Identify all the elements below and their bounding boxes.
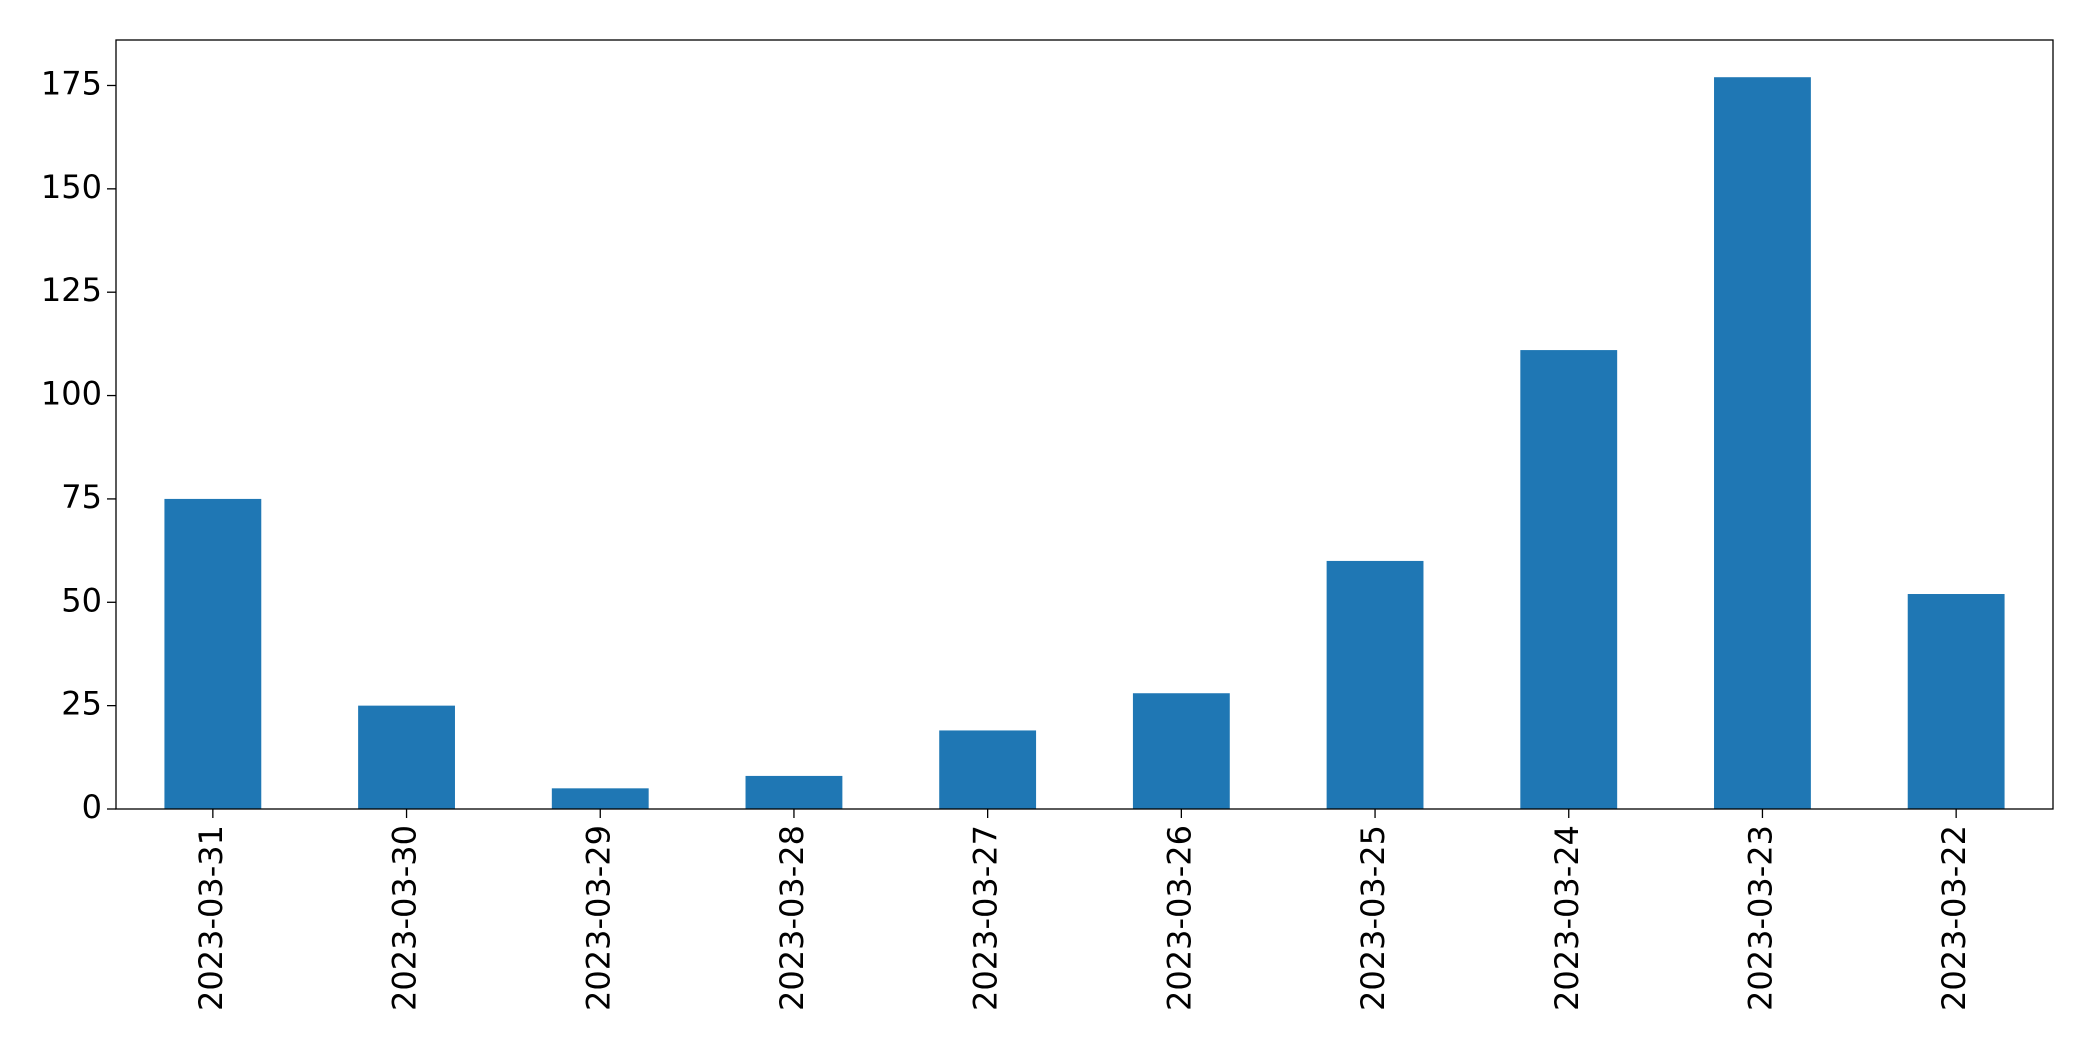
y-tick-label: 25 xyxy=(61,685,102,723)
bar xyxy=(1714,77,1811,810)
x-tick-label: 2023-03-29 xyxy=(579,825,617,1011)
bar xyxy=(1132,693,1230,809)
x-tick-label: 2023-03-31 xyxy=(192,825,230,1011)
x-tick-label: 2023-03-24 xyxy=(1548,825,1586,1011)
plot-frame xyxy=(115,39,2054,810)
y-tick-label: 150 xyxy=(41,168,102,206)
x-tick-label: 2023-03-28 xyxy=(773,825,811,1011)
bar xyxy=(1520,350,1618,809)
bar xyxy=(358,705,455,809)
x-tick-label: 2023-03-23 xyxy=(1741,825,1779,1011)
y-tick-label: 175 xyxy=(41,64,102,102)
bar xyxy=(1907,594,2005,809)
bar xyxy=(1326,560,1424,809)
x-tick-label: 2023-03-27 xyxy=(967,825,1005,1011)
bar xyxy=(939,730,1037,809)
y-tick-label: 125 xyxy=(41,271,102,309)
bar xyxy=(745,775,843,809)
x-tick-label: 2023-03-30 xyxy=(386,825,424,1011)
y-tick-label: 100 xyxy=(41,375,102,413)
x-tick-label: 2023-03-22 xyxy=(1935,825,1973,1011)
bar xyxy=(164,498,262,809)
bar xyxy=(551,788,649,809)
x-tick-label: 2023-03-25 xyxy=(1354,825,1392,1011)
y-tick-label: 0 xyxy=(82,788,102,826)
y-tick-label: 75 xyxy=(61,478,102,516)
x-tick-label: 2023-03-26 xyxy=(1160,825,1198,1011)
y-tick-label: 50 xyxy=(61,581,102,619)
